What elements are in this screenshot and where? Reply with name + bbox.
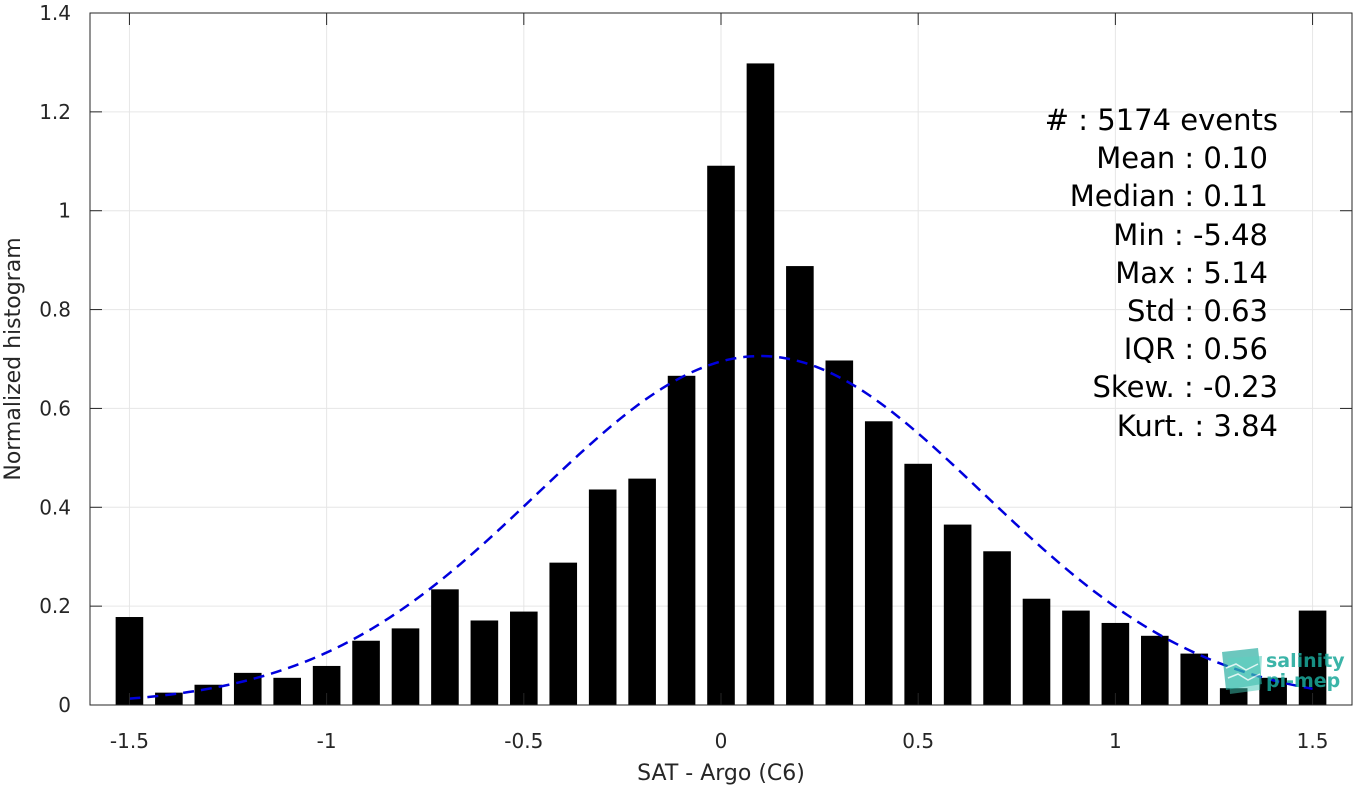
stats-box: # : 5174 events Mean : 0.10 Median : 0.1… bbox=[1045, 103, 1278, 443]
bar-19 bbox=[864, 421, 893, 705]
bar-24 bbox=[1062, 610, 1090, 705]
logo-line2: pi-mep bbox=[1266, 670, 1340, 692]
bar-1 bbox=[155, 692, 183, 705]
x-tick-label-5: 1 bbox=[1109, 729, 1122, 753]
logo-line1: salinity bbox=[1266, 650, 1345, 672]
bar-4 bbox=[273, 677, 301, 705]
bar-10 bbox=[510, 611, 538, 705]
x-tick-label-3: 0 bbox=[715, 729, 728, 753]
stat-max: Max : 5.14 bbox=[1115, 256, 1268, 290]
stat-min: Min : -5.48 bbox=[1113, 218, 1268, 252]
stat-iqr: IQR : 0.56 bbox=[1124, 332, 1268, 366]
stat-kurt: Kurt. : 3.84 bbox=[1117, 409, 1278, 443]
bar-11 bbox=[549, 562, 578, 705]
bar-14 bbox=[667, 375, 696, 705]
bar-20 bbox=[904, 463, 932, 705]
bar-18 bbox=[825, 360, 854, 705]
stat-skew: Skew. : -0.23 bbox=[1092, 370, 1278, 404]
bar-17 bbox=[786, 266, 814, 705]
y-tick-label-0: 0 bbox=[58, 693, 71, 717]
x-tick-label-0: -1.5 bbox=[110, 729, 149, 753]
histogram-bars bbox=[115, 63, 1327, 706]
bar-21 bbox=[943, 524, 972, 705]
x-axis-label: SAT - Argo (C6) bbox=[637, 761, 805, 786]
bar-9 bbox=[470, 620, 499, 705]
x-tick-label-6: 1.5 bbox=[1297, 729, 1329, 753]
bar-13 bbox=[628, 478, 656, 705]
stat-median: Median : 0.11 bbox=[1070, 179, 1268, 213]
y-tick-labels: 0 0.2 0.4 0.6 0.8 1 1.2 1.4 bbox=[39, 1, 71, 717]
x-tick-label-4: 0.5 bbox=[902, 729, 934, 753]
gaussian-fit-curve bbox=[129, 354, 1313, 700]
axis-ticks bbox=[90, 12, 1352, 706]
bar-6 bbox=[352, 640, 380, 705]
x-tick-labels: -1.5 -1 -0.5 0 0.5 1 1.5 bbox=[110, 729, 1329, 753]
bar-25 bbox=[1101, 622, 1130, 705]
salinity-pimep-logo-icon bbox=[1222, 648, 1262, 694]
stat-std: Std : 0.63 bbox=[1127, 294, 1268, 328]
bar-8 bbox=[431, 589, 459, 705]
y-tick-label-6: 1.2 bbox=[39, 100, 71, 124]
y-axis-label: Normalized histogram bbox=[1, 237, 26, 480]
y-tick-label-2: 0.4 bbox=[39, 495, 71, 519]
x-tick-label-1: -1 bbox=[317, 729, 337, 753]
y-tick-label-7: 1.4 bbox=[39, 1, 71, 25]
stat-count: # : 5174 events bbox=[1045, 103, 1278, 137]
bar-23 bbox=[1022, 598, 1051, 705]
bar-26 bbox=[1141, 635, 1169, 705]
y-tick-label-5: 1 bbox=[58, 199, 71, 223]
bar-29 bbox=[1259, 677, 1287, 705]
bar-15 bbox=[707, 165, 735, 706]
bar-22 bbox=[983, 551, 1011, 705]
stat-mean: Mean : 0.10 bbox=[1096, 141, 1268, 175]
y-tick-label-3: 0.6 bbox=[39, 396, 71, 420]
bar-30 bbox=[1298, 610, 1327, 705]
y-tick-label-4: 0.8 bbox=[39, 298, 71, 322]
salinity-pimep-logo: salinity pi-mep bbox=[1222, 648, 1345, 694]
bar-27 bbox=[1180, 653, 1209, 705]
x-tick-label-2: -0.5 bbox=[504, 729, 543, 753]
bar-0 bbox=[115, 617, 144, 705]
y-tick-label-1: 0.2 bbox=[39, 594, 71, 618]
bar-16 bbox=[746, 63, 775, 706]
bar-12 bbox=[588, 489, 617, 705]
bar-7 bbox=[391, 628, 420, 705]
